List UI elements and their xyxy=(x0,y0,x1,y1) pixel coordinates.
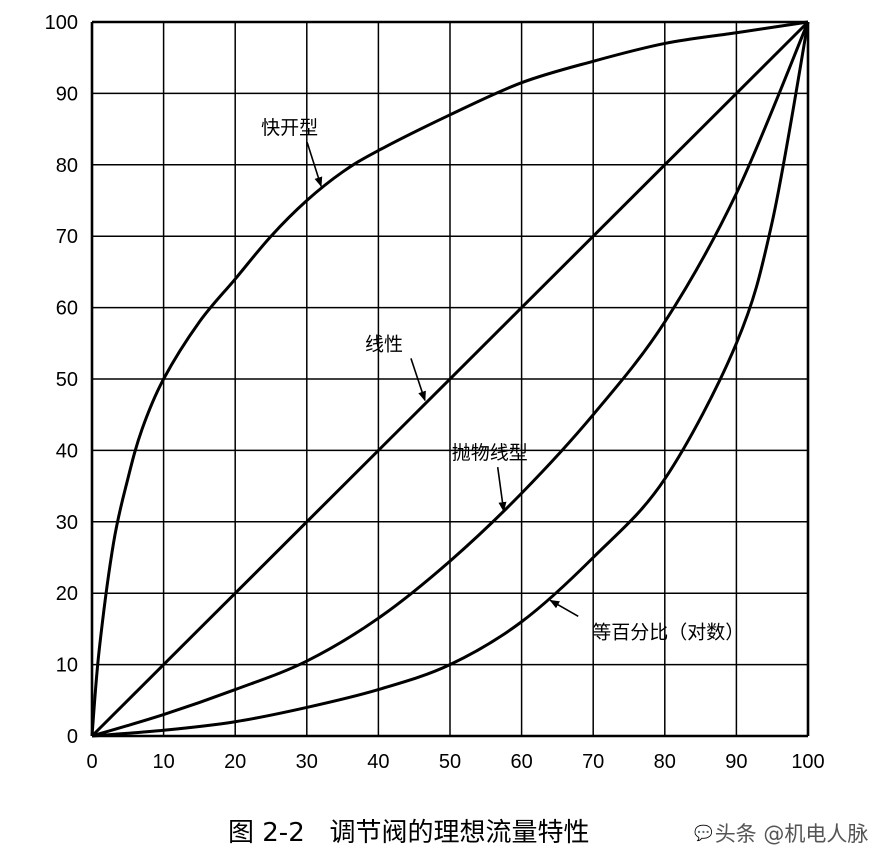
chat-bubble-icon: 💬 xyxy=(694,824,713,842)
series-curves xyxy=(90,20,810,738)
watermark: 💬 头条 @机电人脉 xyxy=(694,818,868,848)
y-tick-label: 50 xyxy=(56,369,78,391)
y-tick-label: 100 xyxy=(45,12,78,34)
x-tick-label: 50 xyxy=(439,751,461,773)
y-tick-labels: 0 10 20 30 40 50 60 70 80 90 100 xyxy=(45,12,78,748)
x-tick-label: 70 xyxy=(582,751,604,773)
x-tick-label: 100 xyxy=(791,751,824,773)
watermark-text: 头条 @机电人脉 xyxy=(714,822,869,846)
y-tick-label: 30 xyxy=(56,512,78,534)
x-tick-label: 90 xyxy=(725,751,747,773)
y-tick-label: 40 xyxy=(56,440,78,462)
equal-percentage-curve xyxy=(91,21,810,738)
y-tick-label: 0 xyxy=(67,726,78,748)
annotation-arrow xyxy=(306,141,323,188)
curve-label: 快开型 xyxy=(261,117,318,139)
x-tick-label: 0 xyxy=(86,751,97,773)
x-tick-label: 60 xyxy=(510,751,532,773)
y-tick-label: 20 xyxy=(56,583,78,605)
curve-label: 线性 xyxy=(365,333,403,355)
figure-caption: 图 2-2 调节阀的理想流量特性 xyxy=(228,818,590,848)
x-tick-label: 10 xyxy=(152,751,174,773)
linear-curve xyxy=(90,20,810,738)
annotation-arrow xyxy=(410,358,426,402)
x-tick-label: 80 xyxy=(654,751,676,773)
y-tick-label: 60 xyxy=(56,298,78,320)
y-tick-label: 70 xyxy=(56,226,78,248)
parabolic-curve xyxy=(91,21,810,738)
x-tick-label: 30 xyxy=(296,751,318,773)
y-tick-label: 90 xyxy=(56,83,78,105)
y-tick-label: 80 xyxy=(56,155,78,177)
x-tick-label: 20 xyxy=(224,751,246,773)
x-tick-label: 40 xyxy=(367,751,389,773)
annotation-arrow xyxy=(549,599,579,618)
y-tick-label: 10 xyxy=(56,655,78,677)
curve-label: 抛物线型 xyxy=(452,442,528,464)
grid xyxy=(90,20,810,738)
curve-label: 等百分比（对数） xyxy=(592,621,744,643)
annotation-arrow xyxy=(496,466,507,513)
x-tick-labels: 0 10 20 30 40 50 60 70 80 90 100 xyxy=(86,751,824,773)
flow-characteristic-chart: 0 10 20 30 40 50 60 70 80 90 100 0 10 20 30 40 50 60 70 80… xyxy=(45,12,825,773)
quick-opening-curve xyxy=(90,20,809,737)
